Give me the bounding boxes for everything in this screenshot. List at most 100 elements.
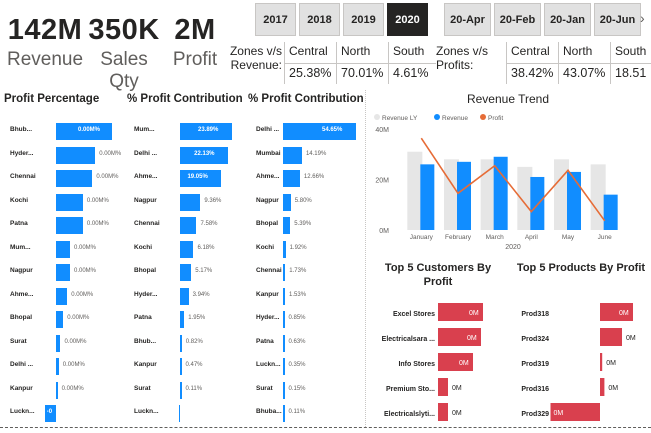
profit-contribution-2-bar[interactable] <box>283 240 286 258</box>
profit-percentage-bar[interactable] <box>56 334 61 352</box>
profit-percentage-row[interactable]: Ahme... 0.00M% <box>10 287 125 305</box>
profit-contribution-2-row[interactable]: Mumbai 14.19% <box>256 146 361 164</box>
profit-contribution-1-bar[interactable] <box>180 358 182 375</box>
month-button-20-feb[interactable]: 20-Feb <box>494 3 541 36</box>
profit-percentage-row[interactable]: Bhopal 0.00M% <box>10 311 125 328</box>
profit-percentage-row[interactable]: Patna 0.00M% <box>10 217 125 234</box>
profit-contribution-1-row-label: Luckn... <box>134 408 159 415</box>
profit-contribution-2-row[interactable]: Surat 0.15% <box>256 381 361 399</box>
profit-contribution-2-row[interactable]: Kochi 1.92% <box>256 240 361 258</box>
year-button-2017[interactable]: 2017 <box>255 3 296 36</box>
profit-contribution-1-row-label: Chennai <box>134 220 160 227</box>
profit-contribution-1-row[interactable]: Surat 0.11% <box>134 381 244 399</box>
profit-percentage-row[interactable]: Surat 0.00M% <box>10 334 125 352</box>
profit-percentage-bar[interactable] <box>56 170 93 187</box>
profit-percentage-bar[interactable] <box>56 240 70 258</box>
revenue-bar <box>603 194 618 230</box>
profit-contribution-1-bar[interactable] <box>178 405 180 422</box>
profit-percentage-bar[interactable] <box>56 311 64 328</box>
profit-percentage-bar[interactable] <box>56 358 59 375</box>
profit-contribution-2-bar[interactable] <box>283 170 300 187</box>
profit-percentage-row[interactable]: Delhi ... 0.00M% <box>10 358 125 375</box>
profit-percentage-row[interactable]: Nagpur 0.00M% <box>10 264 125 281</box>
profit-contribution-1-row[interactable]: Patna 1.95% <box>134 311 244 328</box>
profit-contribution-1-row[interactable]: Bhub... 0.82% <box>134 334 244 352</box>
profit-percentage-row[interactable]: Kanpur 0.00M% <box>10 381 125 399</box>
profit-contribution-1-bar[interactable] <box>180 287 189 305</box>
profit-contribution-1-row[interactable]: Bhopal 5.17% <box>134 264 244 281</box>
month-button-20-jun[interactable]: 20-Jun <box>594 3 641 36</box>
profit-contribution-1-row-label: Bhub... <box>134 337 157 345</box>
year-button-2020[interactable]: 2020 <box>387 3 428 36</box>
profit-contribution-1-bar[interactable] <box>180 240 194 258</box>
profit-percentage-row[interactable]: Luckn... -0 <box>10 405 125 422</box>
profit-percentage-value-label: 0.00M% <box>74 268 97 274</box>
profit-contribution-2-bar[interactable] <box>283 287 286 305</box>
profit-contribution-2-row[interactable]: Patna 0.63% <box>256 334 361 352</box>
profit-contribution-1-row[interactable]: Hyder... 3.94% <box>134 287 244 305</box>
chevron-right-icon[interactable]: › <box>640 10 645 26</box>
top-products-bar <box>600 303 633 321</box>
profit-percentage-row[interactable]: Hyder... 0.00M% <box>10 146 125 164</box>
profit-contribution-2-row[interactable]: Chennai 1.73% <box>256 264 361 281</box>
profit-contribution-1-bar[interactable] <box>180 311 185 328</box>
profit-percentage-bar[interactable] <box>56 193 83 211</box>
year-button-2019[interactable]: 2019 <box>343 3 384 36</box>
profit-percentage-bar[interactable] <box>56 264 70 281</box>
profit-contribution-2-bar[interactable] <box>283 217 291 234</box>
profit-contribution-2-bar[interactable] <box>283 123 356 140</box>
profit-contribution-1-bar[interactable] <box>180 381 182 399</box>
profit-percentage-row[interactable]: Chennai 0.00M% <box>10 170 125 187</box>
profit-contribution-2-bar[interactable] <box>283 334 285 352</box>
profit-contribution-2-bar[interactable] <box>283 405 285 422</box>
profit-contribution-1-row-label: Mum... <box>134 126 155 133</box>
top-products-value-label: 0M <box>554 410 564 417</box>
profit-contribution-1-row[interactable]: Delhi ... 22.13% <box>134 146 244 164</box>
profit-contribution-1-row[interactable]: Mum... 23.89% <box>134 123 244 140</box>
profit-contribution-2-value-label: 1.73% <box>289 268 307 274</box>
year-button-2018[interactable]: 2018 <box>299 3 340 36</box>
profit-contribution-2-bar[interactable] <box>283 311 285 328</box>
profit-contribution-1-row[interactable]: Nagpur 9.36% <box>134 193 244 211</box>
top-products-value-label: 0M <box>626 335 636 342</box>
profit-contribution-1-bar[interactable] <box>180 334 182 352</box>
profit-contribution-1-row[interactable]: Luckn... <box>134 405 244 422</box>
profit-contribution-2-bar[interactable] <box>283 264 286 281</box>
profit-contribution-1-row[interactable]: Chennai 7.58% <box>134 217 244 234</box>
profit-contribution-2-bar[interactable] <box>283 381 285 399</box>
profit-contribution-1-value-label: 0.82% <box>185 338 203 345</box>
month-button-20-jan[interactable]: 20-Jan <box>544 3 591 36</box>
profit-percentage-bar[interactable] <box>44 405 56 422</box>
profit-contribution-1-bar[interactable] <box>180 264 192 281</box>
profit-contribution-2-bar[interactable] <box>283 358 285 375</box>
profit-percentage-bar[interactable] <box>56 217 83 234</box>
profit-contribution-2-row[interactable]: Nagpur 5.80% <box>256 193 361 211</box>
profit-percentage-row[interactable]: Kochi 0.00M% <box>10 193 125 211</box>
profit-contribution-2-bar[interactable] <box>283 193 291 211</box>
profit-contribution-2-row[interactable]: Bhuba... 0.11% <box>256 405 361 422</box>
month-button-20-apr[interactable]: 20-Apr <box>444 3 491 36</box>
profit-percentage-bar[interactable] <box>56 287 68 305</box>
profit-contribution-1-bar[interactable] <box>180 123 232 140</box>
profit-percentage-row[interactable]: Mum... 0.00M% <box>10 240 125 258</box>
profit-contribution-1-row[interactable]: Kanpur 0.47% <box>134 358 244 375</box>
profit-contribution-1-row[interactable]: Kochi 6.18% <box>134 240 244 258</box>
profit-contribution-1-bar[interactable] <box>180 217 197 234</box>
profit-contribution-2-row[interactable]: Bhopal 5.39% <box>256 217 361 234</box>
profit-contribution-2-bar[interactable] <box>283 146 302 164</box>
profit-contribution-1-bar[interactable] <box>180 146 229 164</box>
profit-percentage-bar[interactable] <box>56 123 112 140</box>
profit-percentage-bar[interactable] <box>56 146 96 164</box>
profit-contribution-1-bar[interactable] <box>180 193 201 211</box>
profit-contribution-1-bar[interactable] <box>180 170 222 187</box>
profit-contribution-2-row[interactable]: Delhi ... 54.65% <box>256 123 361 140</box>
profit-percentage-bar[interactable] <box>56 381 58 399</box>
profit-percentage-value-label: 0.00M% <box>96 174 119 180</box>
profit-contribution-2-row[interactable]: Kanpur 1.53% <box>256 287 361 305</box>
profit-contribution-2-row[interactable]: Hyder... 0.85% <box>256 311 361 328</box>
profit-percentage-row[interactable]: Bhub... 0.00M% <box>10 123 125 140</box>
profit-contribution-1-row[interactable]: Ahme... 19.05% <box>134 170 244 187</box>
profit-contribution-2-value-label: 1.92% <box>289 244 307 251</box>
profit-contribution-2-row[interactable]: Luckn... 0.35% <box>256 358 361 375</box>
profit-contribution-2-row[interactable]: Ahme... 12.66% <box>256 170 361 187</box>
